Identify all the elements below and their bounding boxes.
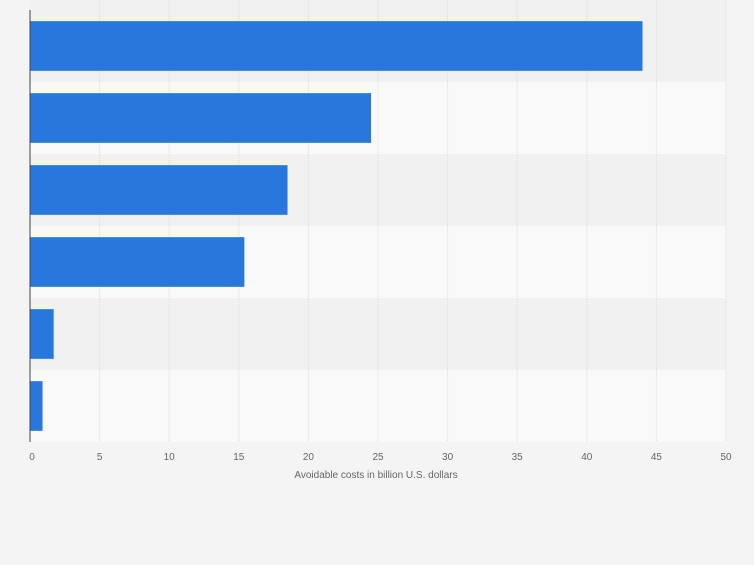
bar <box>30 381 43 431</box>
x-tick-label: 20 <box>303 452 315 463</box>
bar <box>30 21 643 71</box>
x-tick-label: 45 <box>651 452 663 463</box>
x-tick-labels: 0 5 10 15 20 25 30 35 40 45 50 <box>29 452 732 463</box>
bar <box>30 237 245 287</box>
x-axis-label: Avoidable costs in billion U.S. dollars <box>294 470 457 481</box>
x-tick-label: 10 <box>164 452 176 463</box>
bar <box>30 93 372 143</box>
x-tick-label: 50 <box>720 452 732 463</box>
bar <box>30 309 54 359</box>
x-tick-label: 5 <box>97 452 103 463</box>
x-tick-label: 40 <box>581 452 593 463</box>
x-tick-label: 25 <box>372 452 384 463</box>
bar <box>30 165 288 215</box>
x-tick-label: 0 <box>29 452 35 463</box>
gridlines <box>99 0 727 442</box>
bars <box>30 21 643 431</box>
x-tick-label: 30 <box>442 452 454 463</box>
x-tick-label: 15 <box>233 452 245 463</box>
x-tick-label: 35 <box>512 452 524 463</box>
